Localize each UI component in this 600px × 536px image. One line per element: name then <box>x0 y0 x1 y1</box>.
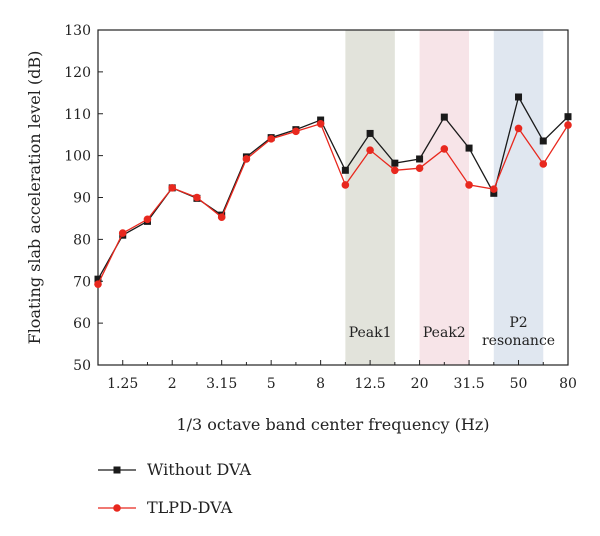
x-tick-label: 3.15 <box>206 376 237 392</box>
x-axis-title: 1/3 octave band center frequency (Hz) <box>176 415 489 434</box>
data-point <box>489 185 498 193</box>
highlight-band <box>345 30 395 365</box>
x-tick-label: 5 <box>267 376 276 392</box>
data-point <box>391 166 399 175</box>
series-2 <box>94 120 572 288</box>
x-tick-label: 1.25 <box>107 376 138 392</box>
band-label: Peak1 <box>349 325 392 341</box>
y-tick-label: 100 <box>64 149 91 165</box>
data-point <box>341 181 350 189</box>
highlight-band <box>493 30 544 365</box>
data-point <box>242 155 251 163</box>
y-axis-title: Floating slab acceleration level (dB) <box>25 51 44 345</box>
band-label: P2 resonance <box>482 315 555 349</box>
legend-label: Without DVA <box>147 460 251 479</box>
series-line <box>97 123 569 285</box>
data-point <box>564 113 572 121</box>
highlight-bands <box>345 30 544 365</box>
data-point <box>366 129 374 137</box>
data-point <box>514 124 523 133</box>
data-point <box>465 181 473 189</box>
data-point <box>440 113 448 121</box>
highlight-band <box>419 30 470 365</box>
data-point <box>316 120 325 128</box>
y-tick-label: 120 <box>64 65 91 81</box>
data-point <box>416 155 424 163</box>
legend-label: TLPD-DVA <box>147 498 233 517</box>
data-point <box>366 146 374 154</box>
x-tick-label: 31.5 <box>453 376 484 392</box>
data-point <box>143 215 152 224</box>
legend-item: Without DVA <box>98 460 251 479</box>
y-tick-label: 130 <box>64 23 91 39</box>
band-label: Peak2 <box>423 325 466 341</box>
legend-item: TLPD-DVA <box>98 498 233 517</box>
y-tick-label: 60 <box>73 316 91 332</box>
data-point <box>465 144 473 152</box>
data-point <box>515 93 523 101</box>
legend: Without DVA TLPD-DVA <box>98 460 251 517</box>
y-axis-ticks: 50 60 70 80 90 100 110 120 130 <box>64 23 103 374</box>
data-point <box>440 145 449 153</box>
y-tick-label: 80 <box>73 232 91 248</box>
x-tick-label: 50 <box>510 376 528 392</box>
data-point <box>94 280 102 288</box>
data-point <box>564 121 572 129</box>
x-tick-label: 8 <box>316 376 325 392</box>
y-tick-label: 90 <box>73 191 91 207</box>
y-tick-label: 110 <box>64 107 91 123</box>
data-point <box>168 184 177 192</box>
data-series <box>94 93 572 288</box>
data-point <box>292 127 300 136</box>
x-tick-label: 80 <box>559 376 577 392</box>
x-tick-label: 12.5 <box>355 376 386 392</box>
data-point <box>490 189 498 197</box>
x-tick-label: 2 <box>168 376 177 392</box>
data-point <box>341 166 349 174</box>
data-point <box>539 160 548 168</box>
x-tick-label: 20 <box>411 376 429 392</box>
data-point <box>415 164 424 172</box>
data-point <box>539 137 547 145</box>
data-point <box>267 135 275 143</box>
y-tick-label: 50 <box>73 358 91 374</box>
data-point <box>391 159 399 167</box>
x-axis-ticks: 1.25 2 3.15 5 8 12.5 20 31.5 50 80 <box>97 360 577 392</box>
y-tick-label: 70 <box>73 274 91 290</box>
legend-marker <box>113 504 121 512</box>
data-point <box>217 213 226 221</box>
data-point <box>118 229 127 237</box>
band-labels: Peak1 Peak2 P2 resonance <box>349 315 555 349</box>
data-point <box>193 193 201 202</box>
legend-marker <box>113 466 121 474</box>
data-point <box>94 275 102 283</box>
